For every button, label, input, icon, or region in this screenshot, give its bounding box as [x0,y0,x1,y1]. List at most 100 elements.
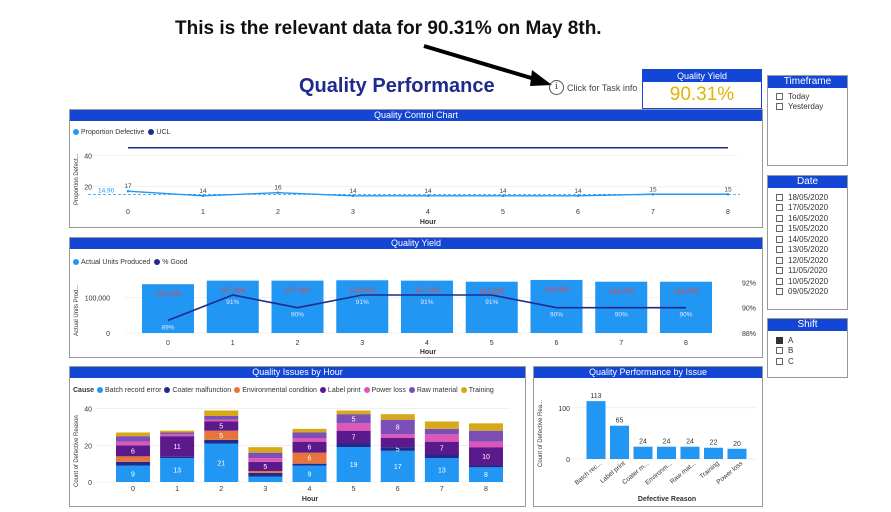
control-chart-svg: 20 40 14.90 17 14 16 14 14 14 14 15 15 0 1 2 3 4 5 6 7 8 Hour [84,146,740,226]
yield-bar-label: 148,000 [350,287,375,294]
control-y-tick: 20 [84,185,92,192]
proportion-defective-point [201,194,205,198]
date-option[interactable]: 13/05/2020 [776,245,847,256]
control-x-tick: 0 [126,209,130,216]
issues-bar-segment [116,436,150,442]
date-option[interactable]: 16/05/2020 [776,213,847,224]
percent-good-label: 90% [291,312,304,319]
issues-x-tick: 1 [175,486,179,493]
timeframe-option[interactable]: Today [776,91,847,102]
date-option-label: 09/05/2020 [788,287,829,297]
issues-bar-segment [204,443,239,482]
control-x-tick: 7 [651,209,655,216]
issues-bar-segment [380,447,415,451]
proportion-defective-point [651,192,655,196]
yield-legend: Actual Units Produced % Good [73,259,188,266]
date-checkbox[interactable] [776,214,783,222]
date-option[interactable]: 18/05/2020 [776,192,847,203]
issues-bar-segment [248,472,283,477]
issues-bar-segment [204,430,239,440]
date-option[interactable]: 17/05/2020 [776,203,847,214]
date-checkbox[interactable] [776,277,783,285]
issues-bar-segment [248,471,283,473]
date-checkbox[interactable] [776,256,783,264]
date-checkbox[interactable] [776,288,783,296]
yield-x-tick: 8 [684,340,688,347]
issues-legend: Cause Batch record error Coater malfunct… [73,387,494,394]
byissue-bar [680,446,700,459]
byissue-bar-label: 24 [639,439,647,446]
issues-segment-label: 5 [396,447,400,454]
performance-by-issue-title: Quality Performance by Issue [534,367,762,378]
issues-segment-label: 7 [352,435,356,442]
yield-x-tick: 4 [425,340,429,347]
byissue-bar-label: 24 [663,439,671,446]
shift-checkbox[interactable] [776,336,783,344]
byissue-bar-label: 24 [686,439,694,446]
date-checkbox[interactable] [776,267,783,275]
issues-bar-segment [469,467,503,482]
timeframe-option[interactable]: Yesterday [776,102,847,113]
date-checkbox[interactable] [776,193,783,201]
issues-segment-label: 17 [394,464,402,471]
yield-bar [401,280,453,333]
byissue-bar [610,425,629,459]
byissue-bar [586,401,606,459]
date-option[interactable]: 14/05/2020 [776,234,847,245]
date-checkbox[interactable] [776,204,783,212]
date-checkbox[interactable] [776,235,783,243]
proportion-defective-point [501,194,505,198]
legend-raw-material: Raw material [408,387,458,394]
annotation-arrow [423,44,552,86]
date-option[interactable]: 15/05/2020 [776,224,847,235]
date-option-label: 10/05/2020 [788,276,829,286]
quality-issues-by-hour-panel: Quality Issues by Hour Cause Batch recor… [69,366,526,507]
percent-good-label: 89% [161,324,174,331]
issues-bar-segment [424,454,459,459]
annotation-text: This is the relevant data for 90.31% on … [175,18,602,39]
byissue-bar-label: 65 [616,418,624,425]
quality-yield-card: Quality Yield 90.31% [642,69,762,109]
issues-bar-segment [248,461,283,471]
percent-good-label: 91% [485,299,498,306]
task-info-button[interactable]: i Click for Task info [549,80,637,95]
issues-bar-segment [160,430,195,433]
shift-checkbox[interactable] [776,347,783,355]
control-x-tick: 8 [726,209,730,216]
issues-x-tick: 4 [308,486,312,493]
yield-right-y-tick: 90% [742,306,756,313]
byissue-bar [727,448,747,459]
legend-coater-malfunction: Coater malfunction [164,387,231,394]
byissue-x-tick: Batch rec... [574,460,604,487]
issues-bar-segment [292,441,327,453]
control-x-tick: 5 [501,209,505,216]
date-title: Date [768,176,847,188]
issues-y-tick: 20 [84,443,92,450]
issues-bar-segment [248,447,283,453]
issues-segment-label: 13 [438,468,446,475]
date-option[interactable]: 12/05/2020 [776,255,847,266]
timeframe-checkbox[interactable] [776,92,783,100]
legend-proportion-defective: Proportion Defective [73,129,144,136]
issues-bar-segment [204,416,239,420]
timeframe-option-label: Today [788,91,810,101]
issues-bar-segment [424,458,459,482]
shift-option[interactable]: B [776,346,847,357]
date-option[interactable]: 09/05/2020 [776,287,847,298]
date-option[interactable]: 11/05/2020 [776,266,847,277]
date-option-label: 17/05/2020 [788,203,829,213]
date-checkbox[interactable] [776,246,783,254]
info-icon: i [549,80,564,95]
control-x-tick: 1 [201,209,205,216]
date-checkbox[interactable] [776,225,783,233]
issues-bar-segment [380,450,415,482]
byissue-y-tick: 0 [566,457,570,464]
shift-option[interactable]: A [776,335,847,346]
issues-x-axis-label: Hour [302,496,319,503]
shift-option[interactable]: C [776,356,847,367]
timeframe-checkbox[interactable] [776,103,783,111]
date-option[interactable]: 10/05/2020 [776,276,847,287]
issues-legend-title: Cause [73,387,95,394]
shift-checkbox[interactable] [776,357,783,365]
